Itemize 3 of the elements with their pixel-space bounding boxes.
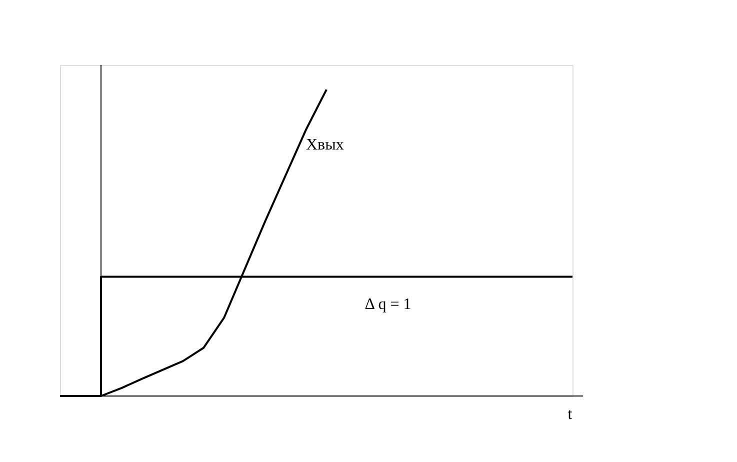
series-label: Xвых	[306, 136, 344, 154]
x-axis-title: t	[568, 406, 573, 423]
series-label: Δ q = 1	[364, 296, 412, 314]
